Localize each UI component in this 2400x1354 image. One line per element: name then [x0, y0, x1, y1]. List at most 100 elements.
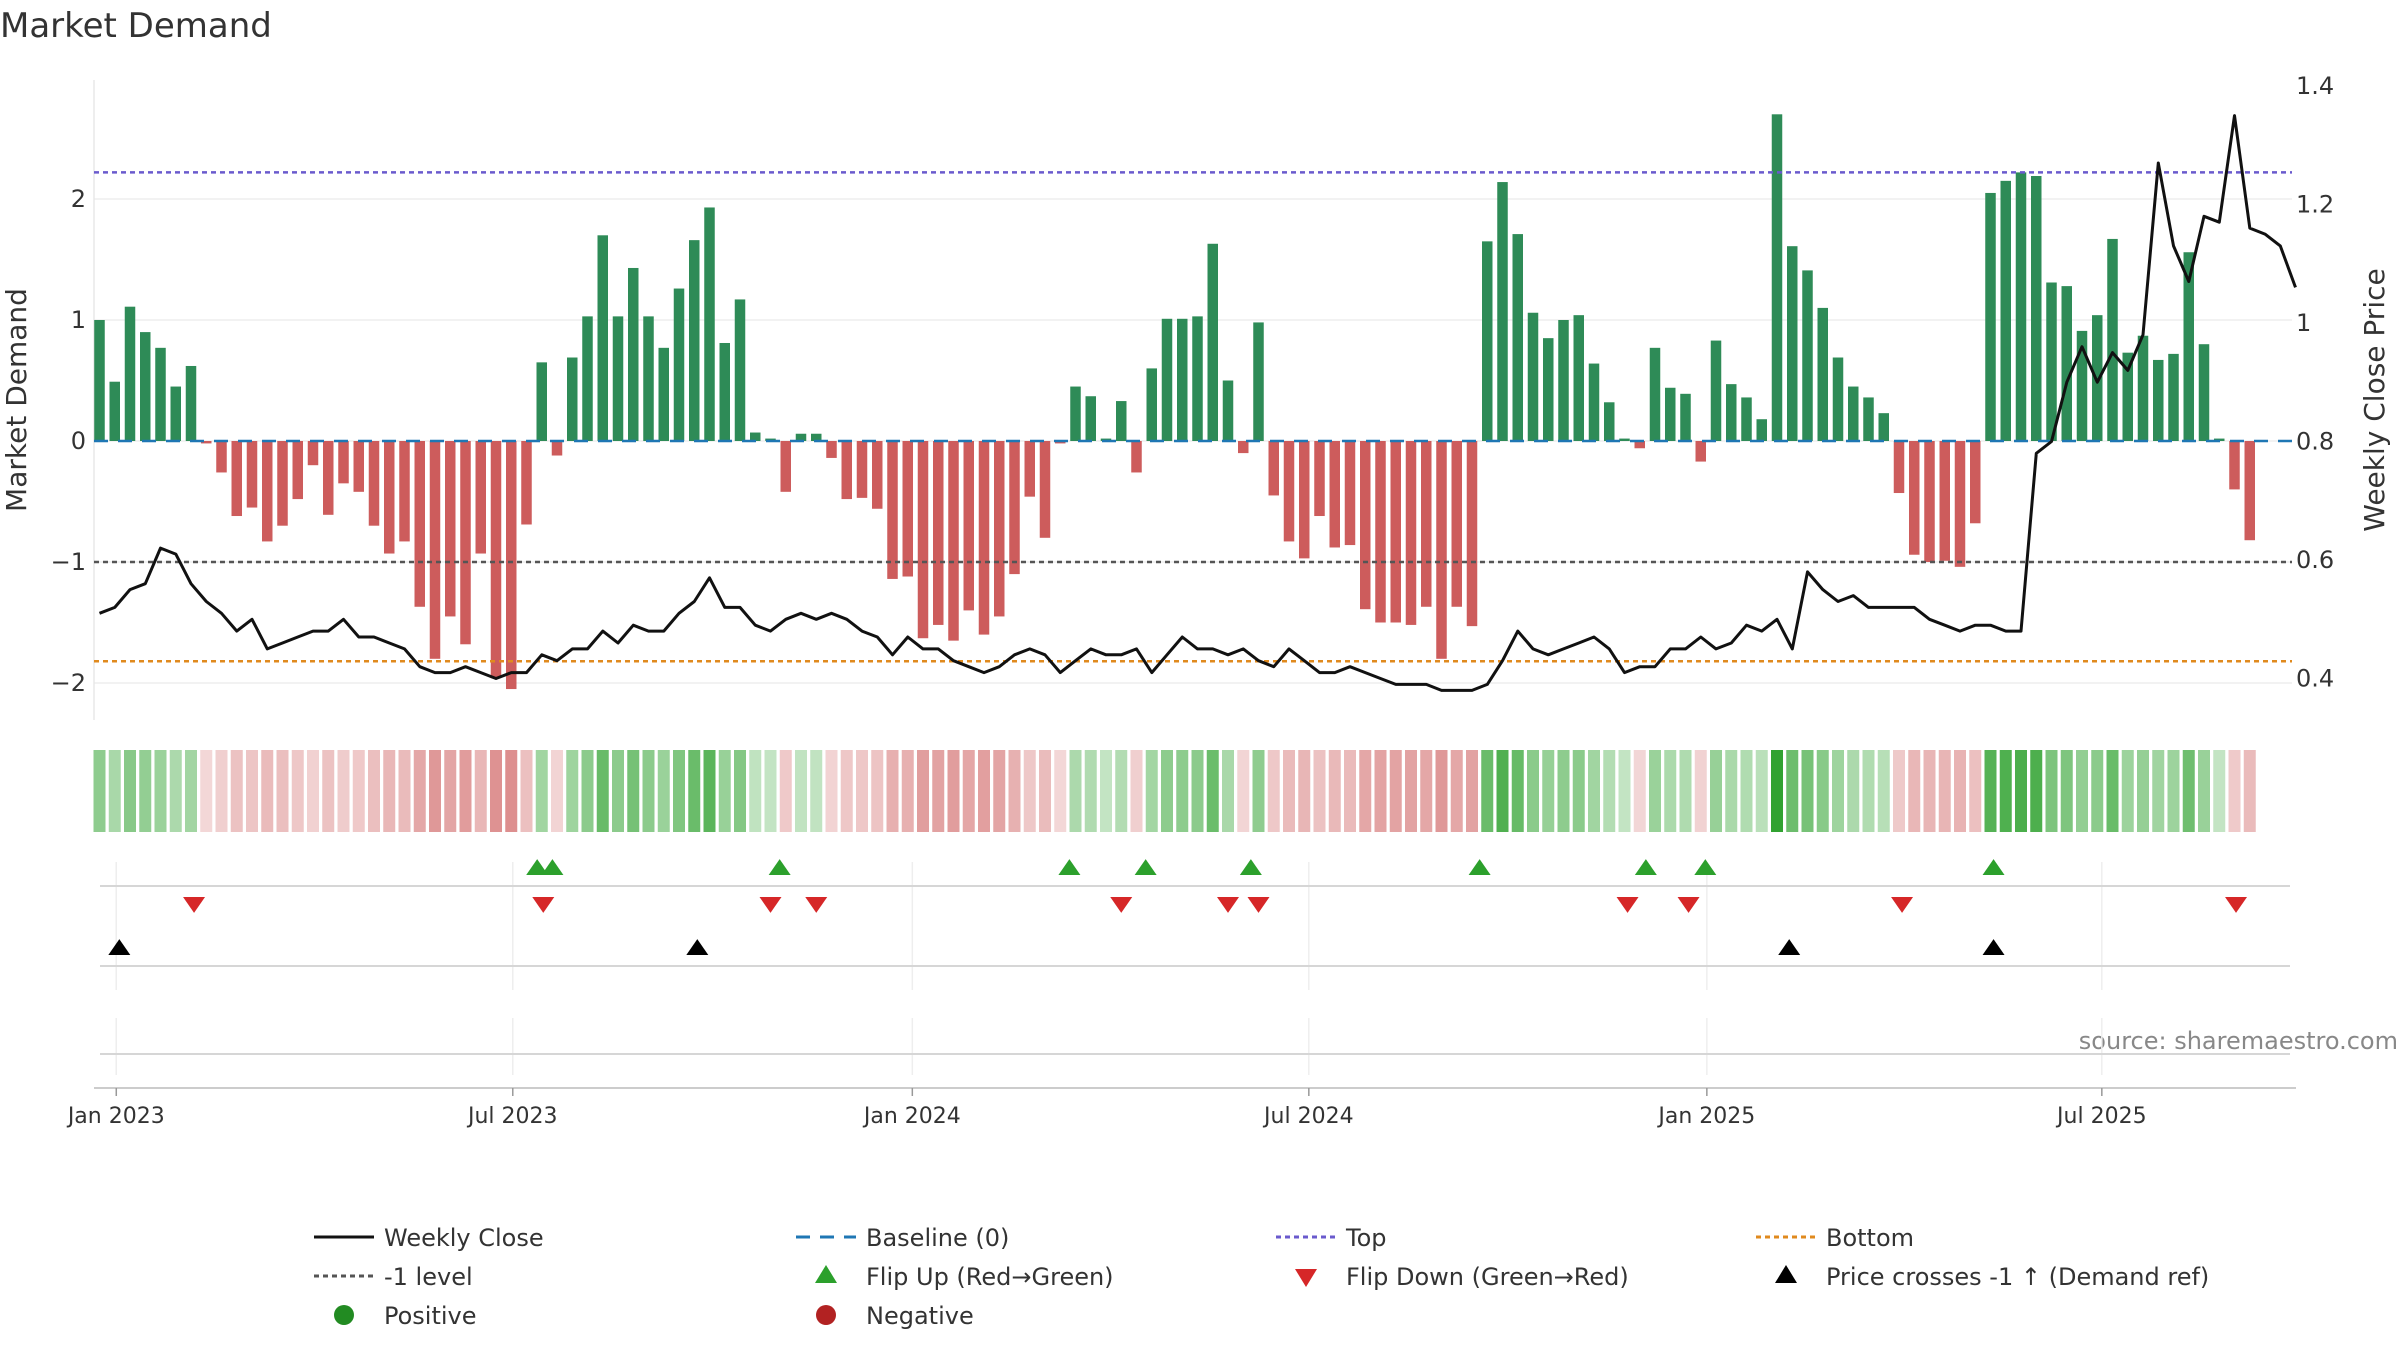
- heat-cell: [2091, 750, 2104, 832]
- heat-cell: [1420, 750, 1433, 832]
- heat-cell: [1771, 750, 1783, 832]
- positive-bar: [1832, 357, 1844, 441]
- heat-cell: [337, 750, 350, 832]
- positive-bar: [1543, 338, 1554, 441]
- heat-cell: [1801, 750, 1814, 832]
- flip-up-marker: [526, 859, 549, 876]
- negative-bar: [1131, 441, 1142, 473]
- heat-cell: [1466, 750, 1478, 832]
- negative-bar: [323, 441, 334, 515]
- y-tick-label: 0: [71, 427, 86, 455]
- negative-bar: [216, 441, 227, 473]
- positive-bar: [2168, 353, 2179, 441]
- negative-bar: [460, 441, 471, 645]
- negative-bar: [1421, 441, 1432, 607]
- heat-cell: [1130, 750, 1143, 832]
- negative-bar: [292, 441, 303, 500]
- heat-cell: [749, 750, 762, 832]
- positive-bar: [1116, 401, 1127, 441]
- heat-cell: [1298, 750, 1311, 832]
- heat-cell: [1481, 750, 1494, 832]
- heat-cell: [1206, 750, 1219, 832]
- x-tick-label: Jan 2023: [66, 1104, 165, 1129]
- y-tick-label: 1: [71, 306, 86, 334]
- flip-up-marker: [1982, 859, 2005, 876]
- heat-cell: [1969, 750, 1982, 832]
- heat-cell: [673, 750, 685, 832]
- legend-flip-down-label: Flip Down (Green→Red): [1346, 1263, 1629, 1291]
- positive-bar: [2183, 252, 2194, 441]
- heat-cell: [230, 750, 243, 832]
- positive-bar: [689, 240, 700, 441]
- positive-bar: [155, 347, 166, 441]
- flip-up-marker: [1634, 859, 1657, 876]
- heat-cell: [642, 750, 655, 832]
- heat-cell: [1023, 750, 1036, 832]
- positive-bar: [1207, 243, 1218, 441]
- heat-cell: [322, 750, 335, 832]
- heat-cell: [1633, 750, 1646, 832]
- negative-bar: [1909, 441, 1920, 555]
- negative-bar: [231, 441, 242, 517]
- positive-bar: [1756, 419, 1767, 441]
- negative-bar: [1451, 441, 1462, 607]
- negative-bar: [1405, 441, 1417, 625]
- positive-bar: [1497, 182, 1508, 441]
- negative-bar: [1344, 441, 1356, 546]
- heat-cell: [1267, 750, 1280, 832]
- negative-bar: [384, 441, 395, 554]
- negative-bar: [917, 441, 929, 639]
- negative-bar: [1375, 441, 1386, 623]
- legend-negative-label: Negative: [866, 1302, 974, 1330]
- positive-bar: [140, 332, 151, 441]
- heat-cell: [261, 750, 274, 832]
- heat-cell: [505, 750, 518, 832]
- negative-bar: [551, 441, 563, 456]
- heat-cell: [1618, 750, 1631, 832]
- heat-cell: [444, 750, 457, 832]
- negative-bar: [963, 441, 974, 611]
- heat-cell: [1557, 750, 1570, 832]
- heat-cell: [2015, 750, 2027, 832]
- price-cross-marker: [108, 939, 131, 956]
- positive-bar: [2137, 335, 2149, 441]
- heat-cell: [1069, 750, 1082, 832]
- heat-cell: [1405, 750, 1417, 832]
- positive-bar: [1253, 322, 1264, 441]
- heat-cell: [2137, 750, 2149, 832]
- flip-down-marker: [759, 896, 782, 913]
- heat-cell: [307, 750, 319, 832]
- positive-bar: [643, 316, 654, 441]
- negative-bar: [201, 441, 212, 444]
- heat-cell: [108, 750, 121, 832]
- heat-cell: [962, 750, 975, 832]
- heat-cell: [2076, 750, 2088, 832]
- flip-down-marker: [1247, 896, 1270, 913]
- positive-bar: [2092, 315, 2103, 441]
- x-tick-label: Jul 2025: [2055, 1104, 2147, 1129]
- positive-bar: [673, 288, 685, 441]
- heat-cell: [1054, 750, 1067, 832]
- legend-flip-down-swatch: [1295, 1269, 1317, 1287]
- heat-cell: [1816, 750, 1829, 832]
- heat-cell: [383, 750, 396, 832]
- negative-bar: [978, 441, 990, 635]
- negative-bar: [2244, 441, 2255, 541]
- heat-cell: [978, 750, 990, 832]
- heat-cell: [1145, 750, 1158, 832]
- negative-bar: [1314, 441, 1325, 517]
- y2-tick-label: 0.8: [2296, 427, 2334, 455]
- heat-cell: [2228, 750, 2241, 832]
- heat-cell: [474, 750, 487, 832]
- positive-bar: [1710, 340, 1722, 441]
- legend-bottom-label: Bottom: [1826, 1224, 1914, 1252]
- heat-cell: [1359, 750, 1372, 832]
- legend-price-cross-label: Price crosses -1 ↑ (Demand ref): [1826, 1263, 2209, 1291]
- positive-bar: [1863, 397, 1874, 441]
- heat-cell: [917, 750, 929, 832]
- positive-bar: [1817, 307, 1828, 441]
- negative-bar: [445, 441, 456, 617]
- flip-up-marker: [1694, 859, 1717, 876]
- y2-tick-label: 0.4: [2296, 665, 2334, 693]
